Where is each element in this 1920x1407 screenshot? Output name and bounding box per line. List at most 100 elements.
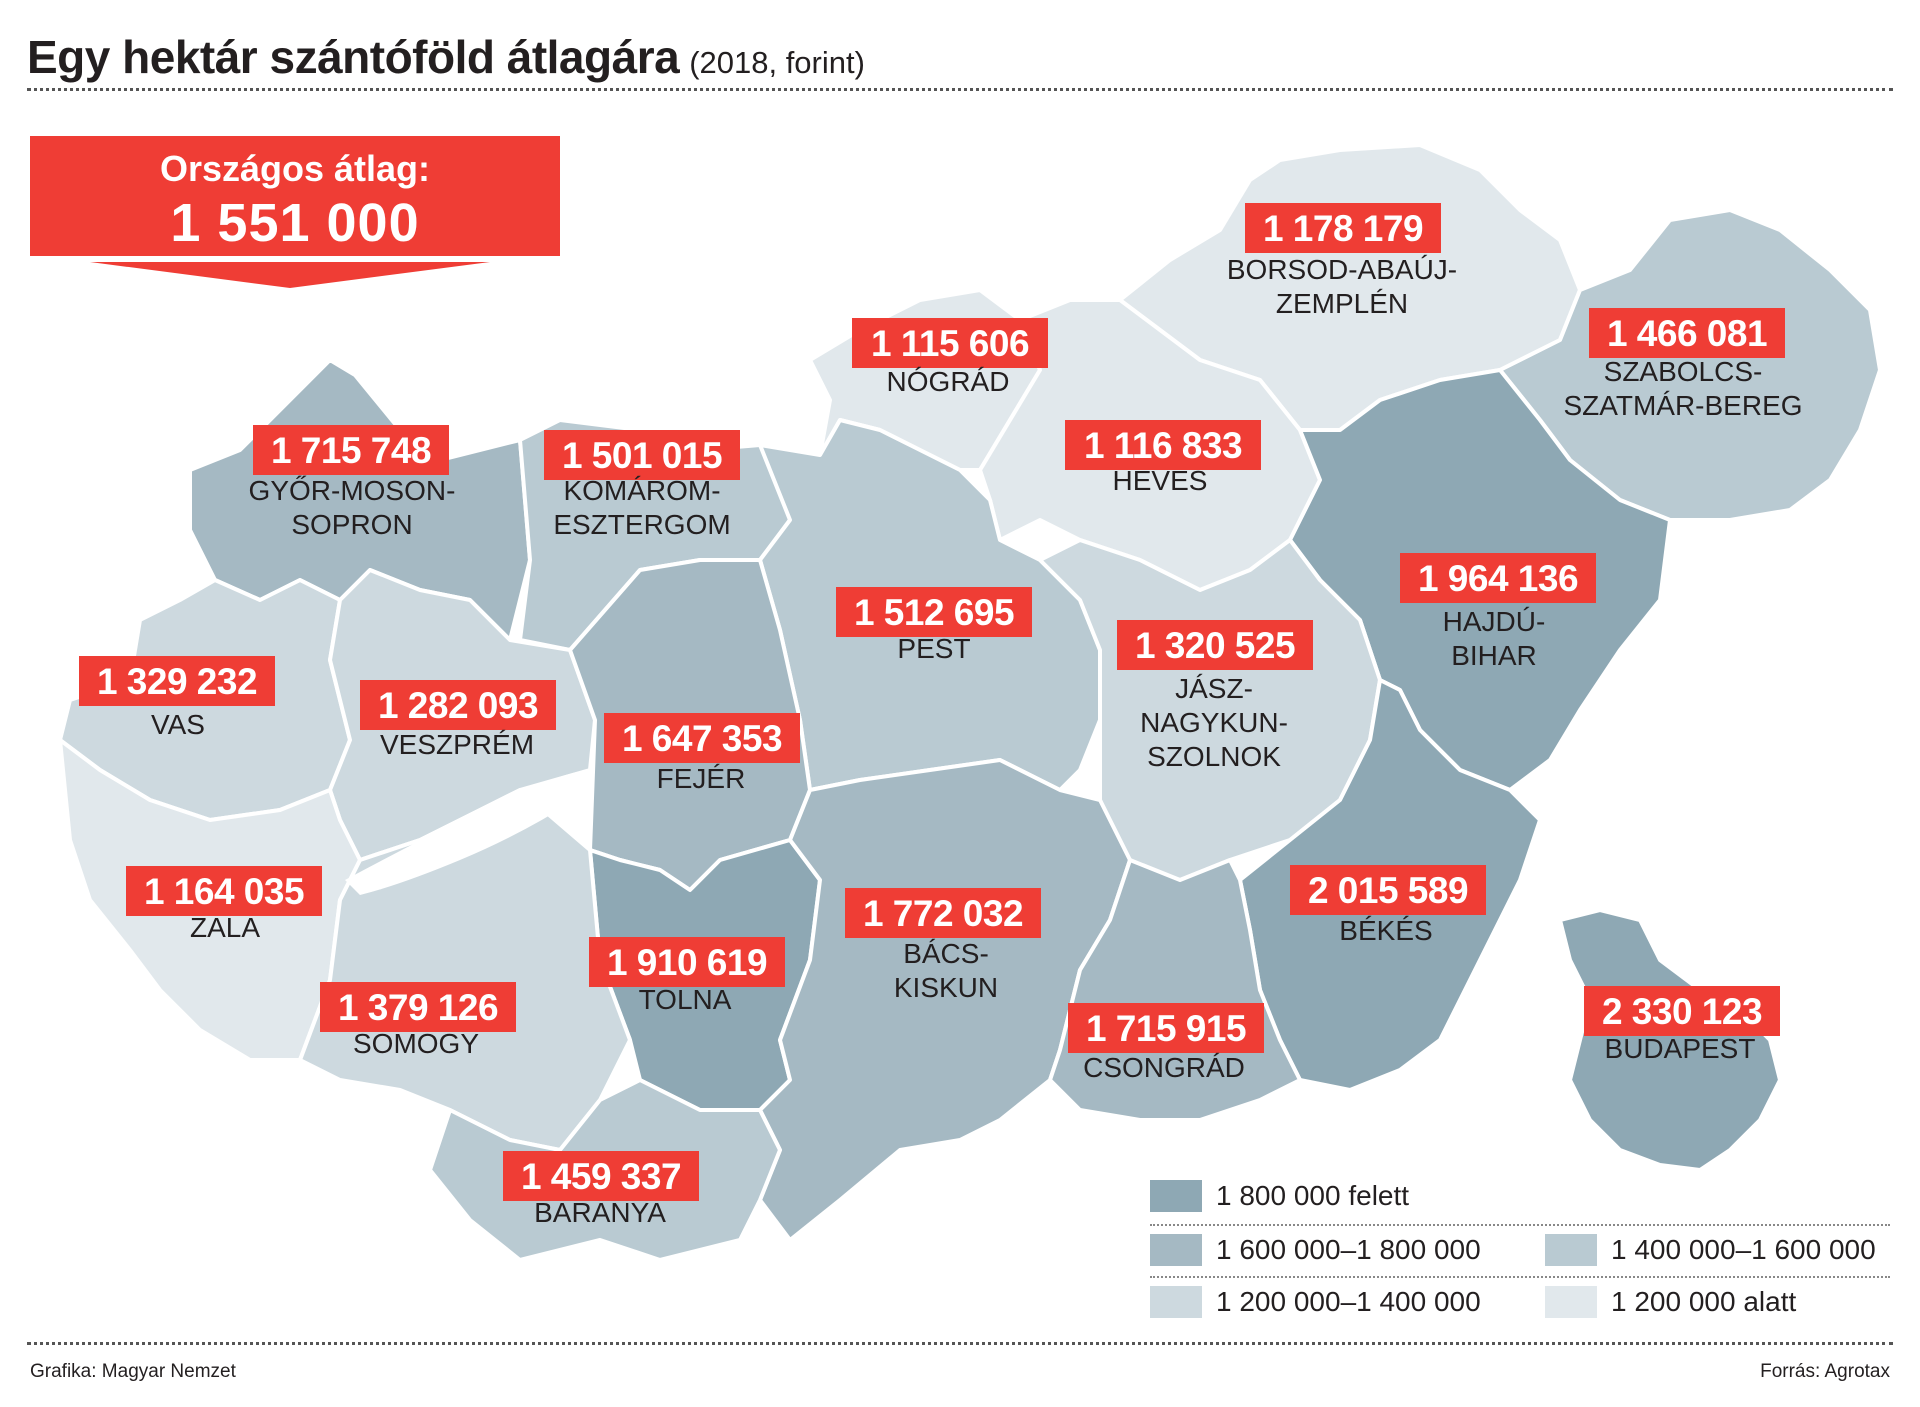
county-value-box-vas — [79, 656, 275, 706]
county-name-szabolcs: SZABOLCS- — [1604, 356, 1763, 387]
legend-item-1600000-1800000: 1 600 000–1 800 000 — [1150, 1234, 1481, 1266]
legend-swatch — [1150, 1180, 1202, 1212]
county-value-tolna: 1 910 619 — [607, 942, 767, 983]
county-name-jasz: JÁSZ- — [1175, 673, 1253, 704]
lake-balaton — [345, 770, 591, 895]
county-name-komarom: ESZTERGOM — [553, 509, 730, 540]
county-name-bacs: BÁCS- — [903, 938, 989, 969]
county-value-box-fejer — [604, 713, 800, 763]
legend-label: 1 600 000–1 800 000 — [1216, 1234, 1481, 1265]
county-value-box-bekes — [1290, 865, 1486, 915]
county-value-box-szabolcs — [1589, 308, 1785, 358]
county-value-box-pest — [836, 587, 1032, 637]
county-name-nograd: NÓGRÁD — [887, 366, 1010, 397]
county-value-box-heves — [1065, 420, 1261, 470]
county-value-pest: 1 512 695 — [854, 592, 1014, 633]
county-name-heves: HEVES — [1113, 465, 1208, 496]
legend: 1 800 000 felett 1 600 000–1 800 000 1 4… — [1150, 1180, 1890, 1330]
county-value-box-borsod — [1245, 203, 1441, 253]
county-value-box-tolna — [589, 937, 785, 987]
county-value-veszprem: 1 282 093 — [378, 685, 538, 726]
page-title: Egy hektár szántóföld átlagára — [27, 31, 680, 83]
legend-label: 1 400 000–1 600 000 — [1611, 1234, 1876, 1265]
county-value-vas: 1 329 232 — [97, 661, 257, 702]
county-csongrad — [1048, 858, 1302, 1122]
county-name-vas: VAS — [151, 709, 205, 740]
header-divider — [27, 88, 1893, 91]
county-name-budapest: BUDAPEST — [1605, 1033, 1756, 1064]
county-value-baranya: 1 459 337 — [521, 1156, 681, 1197]
county-value-box-zala — [126, 866, 322, 916]
county-value-box-komarom — [544, 430, 740, 480]
county-name-jasz: NAGYKUN- — [1140, 707, 1288, 738]
county-value-csongrad: 1 715 915 — [1086, 1008, 1246, 1049]
national-average-label: Országos átlag: — [159, 148, 431, 189]
header: Egy hektár szántóföld átlagára (2018, fo… — [27, 30, 865, 86]
county-value-budapest: 2 330 123 — [1602, 991, 1762, 1032]
county-name-baranya: BARANYA — [534, 1197, 666, 1228]
county-name-komarom: KOMÁROM- — [563, 475, 720, 506]
legend-divider — [1150, 1276, 1890, 1278]
county-name-hajdu: BIHAR — [1451, 640, 1537, 671]
county-labels: 1 715 748 GYŐR-MOSON-SOPRON 1 501 015KOMÁR… — [79, 203, 1803, 1228]
legend-swatch — [1545, 1286, 1597, 1318]
county-name-gyor: GYŐR-MOSON- — [249, 475, 456, 506]
legend-label: 1 200 000–1 400 000 — [1216, 1286, 1481, 1317]
county-value-borsod: 1 178 179 — [1263, 208, 1423, 249]
county-name-bacs: KISKUN — [894, 972, 998, 1003]
county-name-szabolcs: SZATMÁR-BEREG — [1563, 390, 1802, 421]
county-value-box-somogy — [320, 982, 516, 1032]
county-name-bekes: BÉKÉS — [1339, 915, 1432, 946]
national-average-value: 1 551 000 — [170, 193, 420, 253]
footer-divider — [27, 1342, 1893, 1345]
county-name-tolna: TOLNA — [639, 984, 732, 1015]
county-value-zala: 1 164 035 — [144, 871, 304, 912]
county-value-box-jasz — [1117, 620, 1313, 670]
national-average-arrow — [90, 262, 490, 288]
county-value-box-bacs — [845, 888, 1041, 938]
county-name-borsod: BORSOD-ABAÚJ- — [1227, 254, 1457, 285]
county-value-box-budapest — [1584, 986, 1780, 1036]
county-value-heves: 1 116 833 — [1084, 425, 1242, 466]
county-value-box-veszprem — [360, 680, 556, 730]
legend-label: 1 800 000 felett — [1216, 1180, 1410, 1211]
county-value-gyor: 1 715 748 — [271, 430, 431, 471]
county-value-somogy: 1 379 126 — [338, 987, 498, 1028]
county-name-somogy: SOMOGY — [353, 1028, 479, 1059]
county-name-zala: ZALA — [190, 912, 260, 943]
legend-divider — [1150, 1224, 1890, 1226]
legend-item-over-1800000: 1 800 000 felett — [1150, 1180, 1409, 1212]
legend-item-1400000-1600000: 1 400 000–1 600 000 — [1545, 1234, 1876, 1266]
credit-text: Grafika: Magyar Nemzet — [30, 1361, 236, 1382]
county-value-szabolcs: 1 466 081 — [1607, 313, 1767, 354]
county-value-jasz: 1 320 525 — [1135, 625, 1295, 666]
county-name-pest: PEST — [897, 633, 970, 664]
legend-swatch — [1150, 1286, 1202, 1318]
county-name-hajdu: HAJDÚ- — [1443, 606, 1546, 637]
county-value-box-baranya — [503, 1151, 699, 1201]
county-name-gyor: SOPRON — [291, 509, 412, 540]
county-value-bekes: 2 015 589 — [1308, 870, 1468, 911]
county-value-box-nograd — [852, 318, 1048, 368]
county-name-fejer: FEJÉR — [657, 763, 746, 794]
county-bacs — [758, 758, 1132, 1242]
county-value-box-csongrad — [1068, 1003, 1264, 1053]
legend-item-1200000-1400000: 1 200 000–1 400 000 — [1150, 1286, 1481, 1318]
county-value-box-gyor — [253, 425, 449, 475]
county-value-nograd: 1 115 606 — [871, 323, 1029, 364]
county-value-hajdu: 1 964 136 — [1418, 558, 1578, 599]
page-subtitle: (2018, forint) — [689, 45, 865, 80]
national-average-box: Országos átlag: 1 551 000 — [30, 136, 560, 256]
county-value-bacs: 1 772 032 — [863, 893, 1023, 934]
legend-swatch — [1150, 1234, 1202, 1266]
county-name-jasz: SZOLNOK — [1147, 741, 1281, 772]
county-name-veszprem: VESZPRÉM — [380, 729, 534, 760]
county-budapest — [1558, 908, 1782, 1172]
county-name-csongrad: CSONGRÁD — [1083, 1052, 1245, 1083]
legend-swatch — [1545, 1234, 1597, 1266]
county-name-borsod: ZEMPLÉN — [1276, 288, 1408, 319]
source-text: Forrás: Agrotax — [1760, 1361, 1890, 1382]
legend-item-under-1200000: 1 200 000 alatt — [1545, 1286, 1796, 1318]
legend-label: 1 200 000 alatt — [1611, 1286, 1797, 1317]
